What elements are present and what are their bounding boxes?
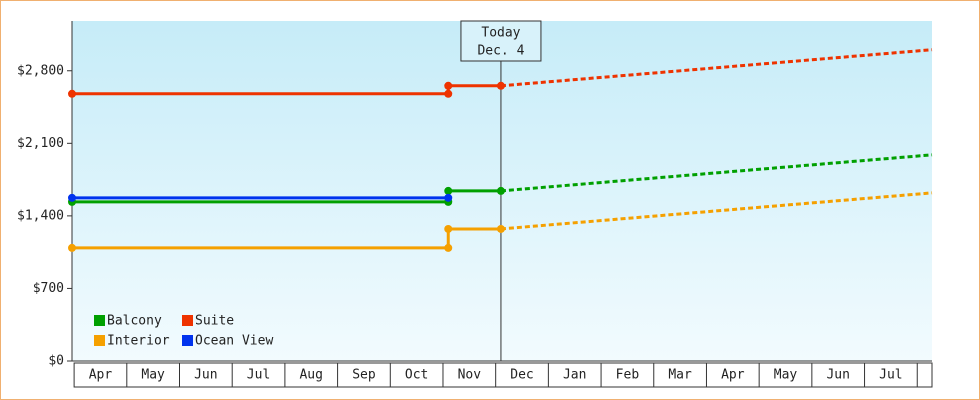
y-tick-label: $700 bbox=[33, 281, 64, 296]
point bbox=[444, 224, 453, 233]
legend-label: Ocean View bbox=[195, 334, 273, 349]
point bbox=[496, 224, 505, 233]
point bbox=[444, 89, 453, 98]
forecast-segment bbox=[500, 48, 933, 88]
legend-swatch bbox=[182, 315, 193, 326]
x-tick-label: Feb bbox=[616, 368, 640, 383]
x-tick-label: Dec bbox=[510, 368, 533, 383]
legend-swatch bbox=[94, 315, 105, 326]
point bbox=[444, 193, 453, 202]
x-tick-label: Sep bbox=[352, 368, 376, 383]
x-tick-label: Mar bbox=[668, 368, 692, 383]
x-tick-label: May bbox=[774, 368, 798, 383]
point bbox=[496, 186, 505, 195]
y-tick-label: $0 bbox=[48, 354, 64, 369]
point bbox=[68, 89, 76, 98]
point bbox=[68, 193, 76, 202]
y-tick-label: $2,100 bbox=[17, 136, 64, 151]
x-tick-label: Jun bbox=[194, 368, 217, 383]
legend-label: Balcony bbox=[107, 314, 162, 329]
forecast-segment bbox=[500, 153, 933, 193]
point bbox=[444, 243, 453, 252]
point bbox=[444, 186, 453, 195]
today-box bbox=[460, 20, 542, 62]
legend-label: Interior bbox=[107, 334, 170, 349]
forecast-segment bbox=[500, 191, 933, 231]
legend-label: Suite bbox=[195, 314, 234, 329]
today-label: Today bbox=[481, 26, 520, 41]
x-tick-label: Jul bbox=[247, 368, 270, 383]
x-tick-label: Jul bbox=[879, 368, 902, 383]
x-tick-label: May bbox=[141, 368, 165, 383]
x-tick-label: Jan bbox=[563, 368, 586, 383]
point bbox=[496, 81, 505, 90]
legend-swatch bbox=[94, 335, 105, 346]
y-tick-label: $2,800 bbox=[17, 63, 64, 78]
x-tick-label: Jun bbox=[826, 368, 849, 383]
x-tick-label: Oct bbox=[405, 368, 428, 383]
x-tick-label: Apr bbox=[721, 368, 745, 383]
x-tick-label: Aug bbox=[299, 368, 322, 383]
x-axis-band bbox=[73, 362, 933, 388]
today-date: Dec. 4 bbox=[477, 44, 524, 59]
point bbox=[444, 81, 453, 90]
x-tick-label: Apr bbox=[89, 368, 113, 383]
y-tick-label: $1,400 bbox=[17, 208, 64, 223]
x-tick-label: Nov bbox=[458, 368, 482, 383]
point bbox=[68, 243, 76, 252]
legend-swatch bbox=[182, 335, 193, 346]
